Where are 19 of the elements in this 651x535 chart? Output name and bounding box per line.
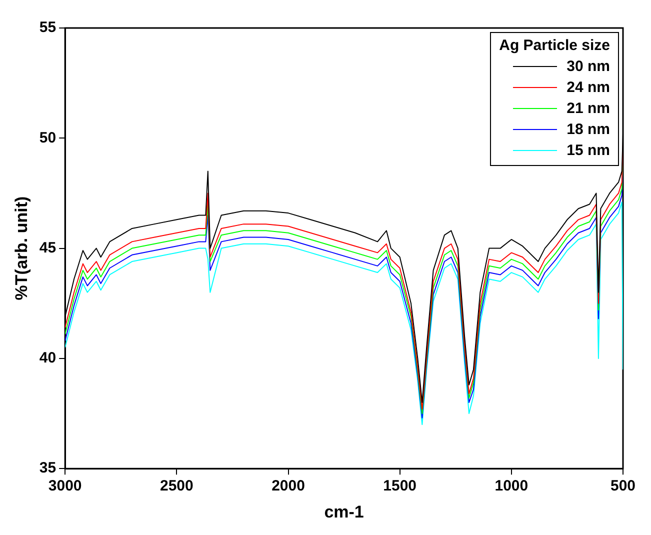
x-tick-label: 3000 [48,478,82,495]
x-tick-label: 1000 [494,478,528,495]
legend-label: 21 nm [566,99,610,119]
legend-label: 15 nm [566,141,610,161]
y-tick-label: 55 [39,19,56,36]
y-axis-title: %T(arb. unit) [12,196,31,300]
y-tick-label: 35 [39,460,56,477]
y-tick-label: 40 [39,350,56,367]
x-axis-title: cm-1 [324,502,364,522]
x-tick-label: 1500 [383,478,417,495]
y-tick-label: 45 [39,239,56,256]
legend-label: 30 nm [566,57,610,77]
x-tick-label: 2000 [272,478,305,495]
legend-label: 18 nm [566,120,610,140]
legend-label: 24 nm [566,78,610,98]
x-tick-label: 500 [610,478,636,495]
x-tick-label: 2500 [160,478,194,495]
y-tick-label: 50 [39,129,56,146]
legend-title: Ag Particle size [499,37,610,54]
